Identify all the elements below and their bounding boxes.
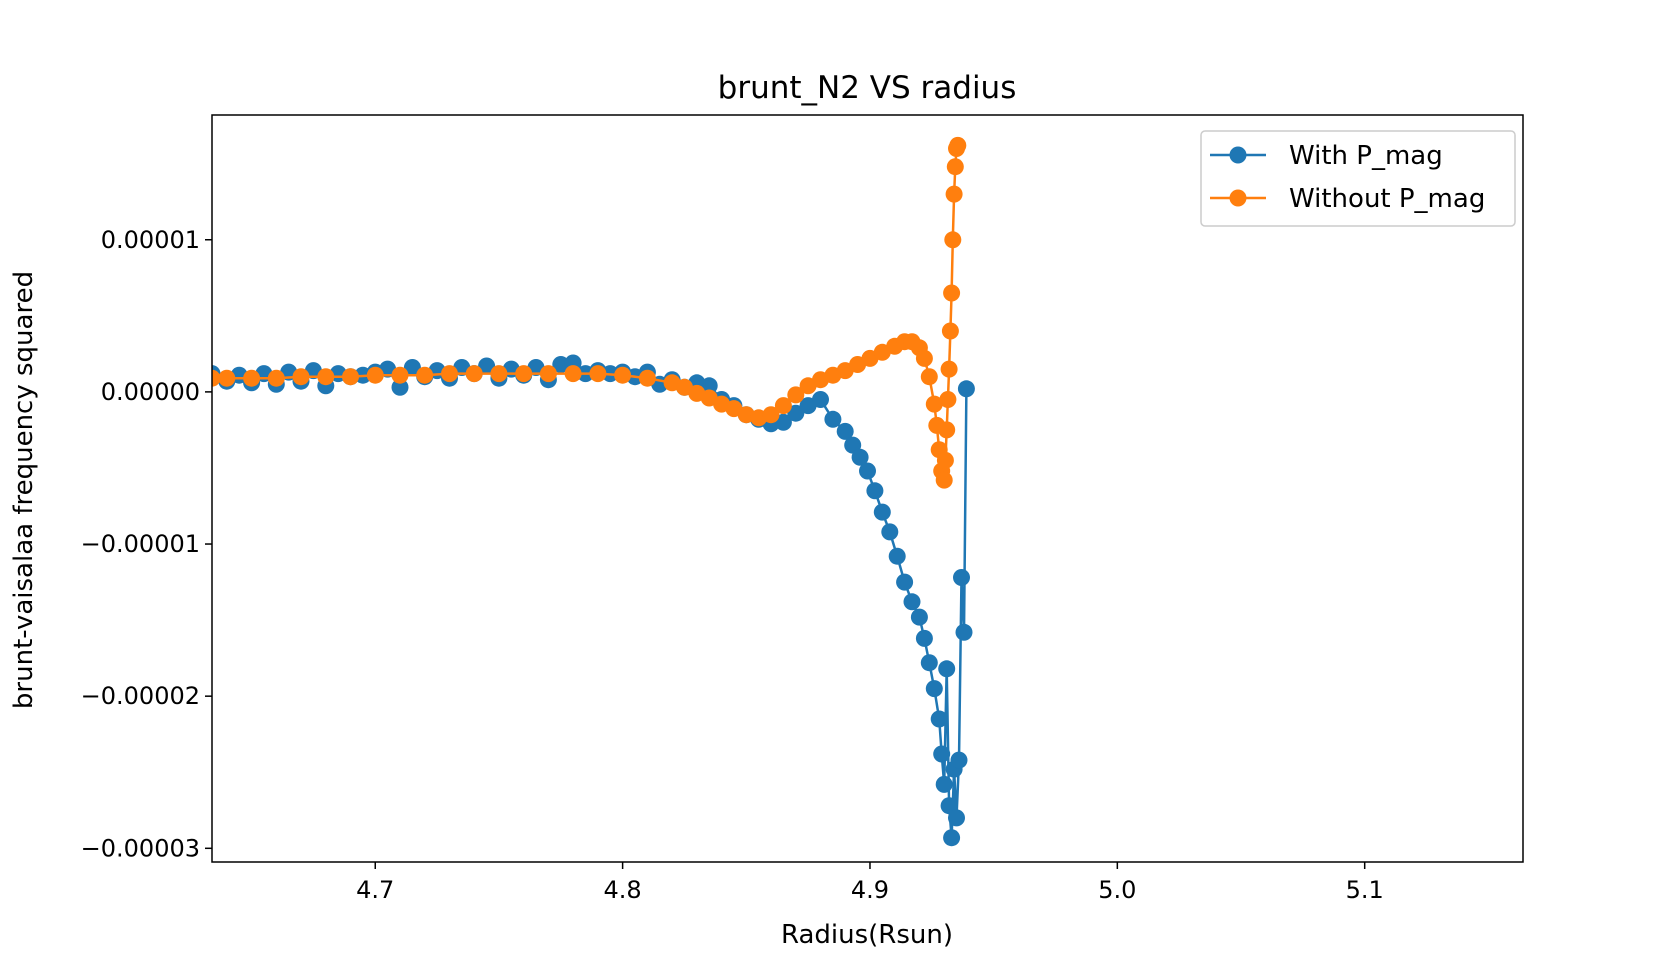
- data-point: [540, 365, 557, 382]
- data-point: [441, 365, 458, 382]
- data-point: [953, 569, 970, 586]
- data-point: [949, 137, 966, 154]
- data-point: [938, 421, 955, 438]
- data-point: [921, 368, 938, 385]
- legend: With P_mag Without P_mag: [1201, 131, 1515, 226]
- data-point: [639, 370, 656, 387]
- data-point: [293, 368, 310, 385]
- data-point: [948, 809, 965, 826]
- data-point: [904, 593, 921, 610]
- data-point: [614, 367, 631, 384]
- y-tick-label: 0.00001: [101, 226, 200, 254]
- data-point: [946, 186, 963, 203]
- data-point: [958, 380, 975, 397]
- data-point: [881, 523, 898, 540]
- data-point: [939, 391, 956, 408]
- data-point: [947, 158, 964, 175]
- data-point: [859, 463, 876, 480]
- legend-marker: [1230, 147, 1247, 164]
- y-tick-label: −0.00002: [81, 682, 200, 710]
- data-point: [515, 365, 532, 382]
- data-point: [812, 391, 829, 408]
- data-point: [490, 365, 507, 382]
- data-point: [889, 548, 906, 565]
- data-point: [916, 350, 933, 367]
- x-tick-label: 5.0: [1098, 876, 1136, 904]
- legend-label: Without P_mag: [1289, 184, 1485, 214]
- data-point: [466, 365, 483, 382]
- data-point: [951, 752, 968, 769]
- data-point: [243, 370, 260, 387]
- y-tick-label: 0.00000: [101, 378, 200, 406]
- x-tick-label: 4.8: [604, 876, 642, 904]
- data-point: [874, 504, 891, 521]
- data-point: [936, 776, 953, 793]
- legend-label: With P_mag: [1289, 141, 1443, 171]
- y-axis-label: brunt-vaisalaa frequency squared: [9, 271, 39, 709]
- data-point: [937, 452, 954, 469]
- data-point: [943, 829, 960, 846]
- data-point: [589, 365, 606, 382]
- data-point: [938, 660, 955, 677]
- data-point: [416, 367, 433, 384]
- legend-marker: [1230, 190, 1247, 207]
- chart-title: brunt_N2 VS radius: [718, 70, 1017, 106]
- data-point: [941, 361, 958, 378]
- data-point: [866, 482, 883, 499]
- data-point: [944, 231, 961, 248]
- x-axis-label: Radius(Rsun): [781, 920, 953, 950]
- data-point: [824, 411, 841, 428]
- data-point: [342, 368, 359, 385]
- data-point: [317, 368, 334, 385]
- data-point: [367, 367, 384, 384]
- data-point: [896, 574, 913, 591]
- data-point: [933, 746, 950, 763]
- data-point: [916, 630, 933, 647]
- data-point: [956, 624, 973, 641]
- data-point: [921, 654, 938, 671]
- data-point: [392, 367, 409, 384]
- x-tick-label: 4.9: [851, 876, 889, 904]
- y-tick-label: −0.00001: [81, 530, 200, 558]
- data-point: [936, 472, 953, 489]
- x-tick-label: 5.1: [1346, 876, 1384, 904]
- data-point: [931, 711, 948, 728]
- data-point: [943, 285, 960, 302]
- x-tick-label: 4.7: [356, 876, 394, 904]
- data-point: [926, 680, 943, 697]
- data-point: [565, 365, 582, 382]
- data-point: [218, 370, 235, 387]
- data-point: [942, 323, 959, 340]
- data-point: [268, 370, 285, 387]
- y-tick-label: −0.00003: [81, 834, 200, 862]
- data-point: [911, 609, 928, 626]
